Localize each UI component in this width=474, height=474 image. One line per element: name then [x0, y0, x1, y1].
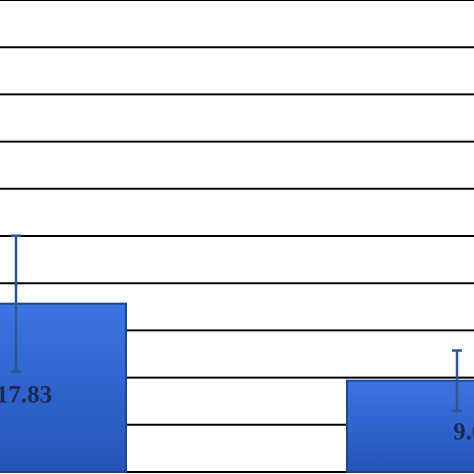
- value-label: 17.83: [0, 381, 52, 408]
- value-label: 9.67: [453, 418, 474, 445]
- bar: [346, 379, 474, 474]
